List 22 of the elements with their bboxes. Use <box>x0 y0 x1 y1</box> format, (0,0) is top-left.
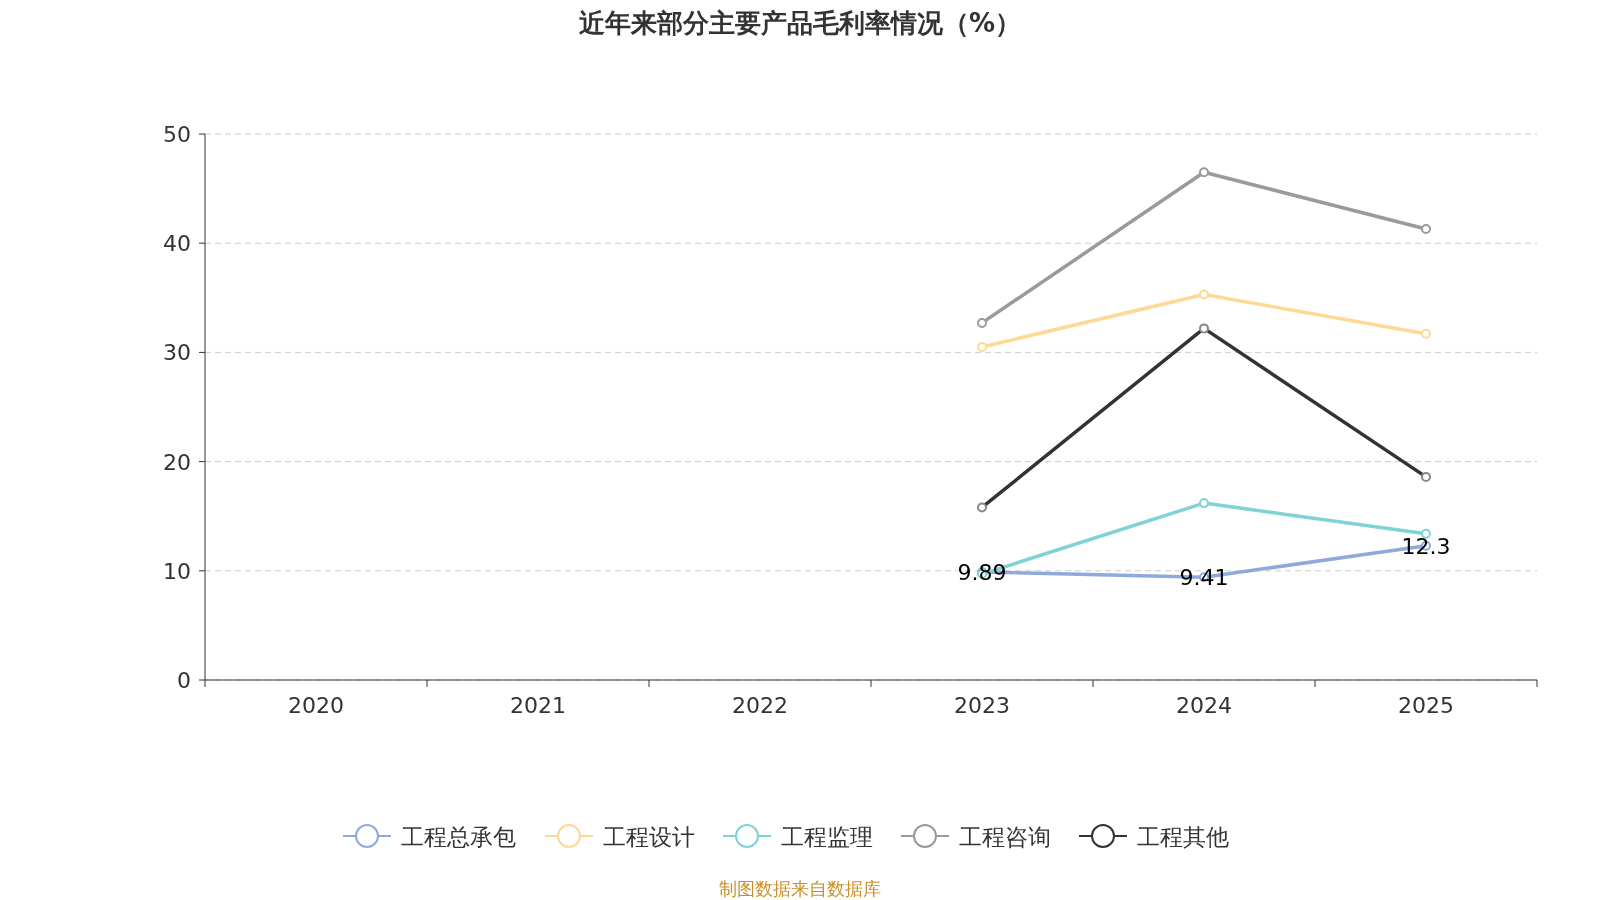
y-tick-label: 20 <box>163 449 191 475</box>
legend-label: 工程咨询 <box>959 824 1051 850</box>
x-tick-label: 2025 <box>1398 693 1454 718</box>
data-label: 9.89 <box>957 560 1007 585</box>
x-tick-label: 2021 <box>510 693 566 718</box>
x-tick-label: 2023 <box>954 693 1010 718</box>
data-label: 9.41 <box>1179 565 1229 591</box>
data-label: 12.3 <box>1401 533 1451 559</box>
x-tick-label: 2022 <box>732 693 788 718</box>
y-tick-label: 50 <box>163 122 191 147</box>
chart-title: 近年来部分主要产品毛利率情况（%） <box>578 8 1022 38</box>
legend-label: 工程其他 <box>1137 824 1229 850</box>
text: 制图数据来自数据库 <box>719 878 881 899</box>
x-tick-label: 2020 <box>288 693 344 718</box>
legend-label: 工程设计 <box>603 824 695 850</box>
y-tick-label: 10 <box>163 558 191 584</box>
y-tick-label: 30 <box>163 340 191 366</box>
legend-label: 工程监理 <box>781 824 873 850</box>
x-tick-label: 2024 <box>1176 693 1232 718</box>
y-tick-label: 0 <box>177 668 191 693</box>
legend-label: 工程总承包 <box>401 824 516 850</box>
y-tick-label: 40 <box>163 231 191 257</box>
